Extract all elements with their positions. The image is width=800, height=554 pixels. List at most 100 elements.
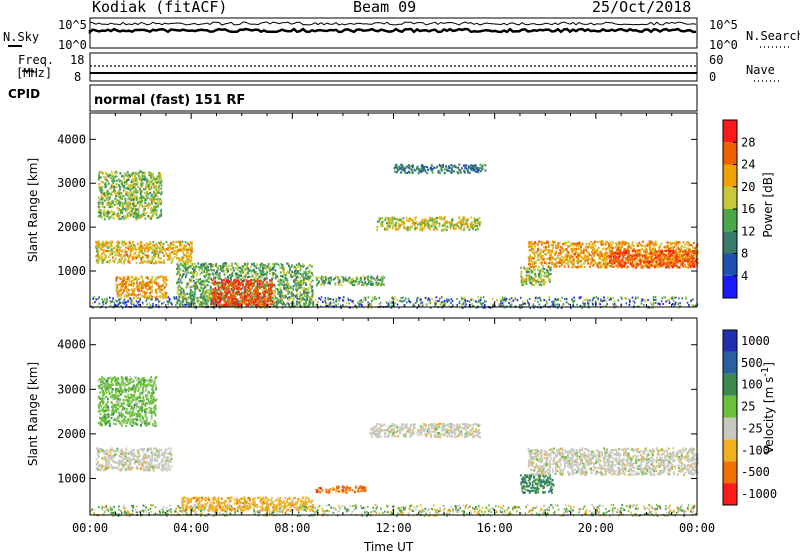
data-cell <box>95 259 98 262</box>
data-cell <box>420 229 423 232</box>
data-cell <box>284 273 287 277</box>
data-cell <box>207 269 209 272</box>
data-cell <box>329 282 331 285</box>
data-cell <box>151 251 153 254</box>
data-cell <box>246 262 249 265</box>
data-cell <box>179 262 182 265</box>
data-cell <box>218 292 221 296</box>
data-cell <box>108 259 111 263</box>
data-cell <box>262 298 265 301</box>
data-cell <box>237 283 239 286</box>
data-cell <box>203 284 206 287</box>
data-cell <box>154 181 156 184</box>
data-cell <box>465 167 468 170</box>
data-cell <box>137 296 140 299</box>
data-cell <box>149 186 152 189</box>
data-cell <box>248 300 251 304</box>
data-cell <box>123 207 125 210</box>
data-cell <box>394 302 396 305</box>
data-cell <box>175 249 177 253</box>
data-cell <box>229 305 232 308</box>
data-cell <box>249 283 252 286</box>
data-cell <box>149 246 152 249</box>
data-cell <box>162 243 165 246</box>
data-cell <box>473 222 476 225</box>
data-cell <box>312 304 315 307</box>
data-cell <box>131 187 134 190</box>
data-cell <box>289 267 291 270</box>
data-cell <box>299 269 302 272</box>
data-cell <box>195 278 198 281</box>
data-cell <box>135 191 138 194</box>
data-cell <box>318 281 320 284</box>
data-cell <box>296 300 298 303</box>
data-cell <box>430 217 433 220</box>
data-cell <box>111 173 113 176</box>
data-cell <box>204 262 207 265</box>
data-cell <box>270 303 273 306</box>
data-cell <box>143 209 146 212</box>
data-cell <box>119 277 122 280</box>
data-cell <box>109 187 111 190</box>
data-cell <box>445 169 448 172</box>
data-cell <box>299 272 302 276</box>
data-cell <box>96 241 98 244</box>
data-cell <box>296 289 298 292</box>
data-cell <box>311 289 314 292</box>
data-cell <box>446 300 449 303</box>
data-cell <box>178 244 181 247</box>
data-cell <box>287 292 290 295</box>
data-cell <box>198 300 201 303</box>
data-cell <box>139 298 141 301</box>
data-cell <box>279 278 282 281</box>
data-cell <box>471 224 474 227</box>
data-cell <box>127 215 129 218</box>
data-cell <box>191 285 193 288</box>
data-cell <box>410 169 413 172</box>
data-cell <box>122 301 125 304</box>
data-cell <box>109 192 112 196</box>
data-cell <box>184 305 186 308</box>
data-cell <box>135 300 138 303</box>
data-cell <box>119 213 121 216</box>
data-cell <box>150 179 152 182</box>
data-cell <box>108 173 110 176</box>
data-cell <box>109 253 112 256</box>
data-cell <box>358 280 361 283</box>
data-cell <box>311 294 314 298</box>
data-cell <box>291 270 293 273</box>
data-cell <box>111 202 114 205</box>
data-cell <box>306 292 308 295</box>
data-cell <box>397 218 400 222</box>
data-cell <box>607 296 609 299</box>
data-cell <box>182 296 185 299</box>
data-cell <box>308 304 311 307</box>
data-cell <box>325 303 328 305</box>
data-cell <box>263 284 266 287</box>
data-cell <box>186 248 189 252</box>
data-cell <box>282 270 285 273</box>
data-cell <box>381 217 384 220</box>
data-cell <box>286 262 288 265</box>
data-cell <box>153 177 156 180</box>
data-cell <box>399 218 402 221</box>
data-cell <box>147 256 150 259</box>
data-cell <box>247 269 250 272</box>
data-cell <box>181 260 184 263</box>
data-cell <box>379 282 381 285</box>
data-cell <box>441 224 444 227</box>
data-cell <box>514 297 516 299</box>
data-cell <box>280 266 283 269</box>
data-cell <box>294 269 297 272</box>
data-cell <box>146 250 149 253</box>
data-cell <box>137 288 140 291</box>
data-cell <box>225 292 228 295</box>
data-cell <box>227 296 230 299</box>
data-cell <box>293 271 296 274</box>
data-cell <box>154 298 157 301</box>
data-cell <box>366 276 368 279</box>
data-cell <box>401 165 404 168</box>
data-cell <box>439 217 442 220</box>
data-cell <box>560 306 563 309</box>
data-cell <box>274 291 276 294</box>
